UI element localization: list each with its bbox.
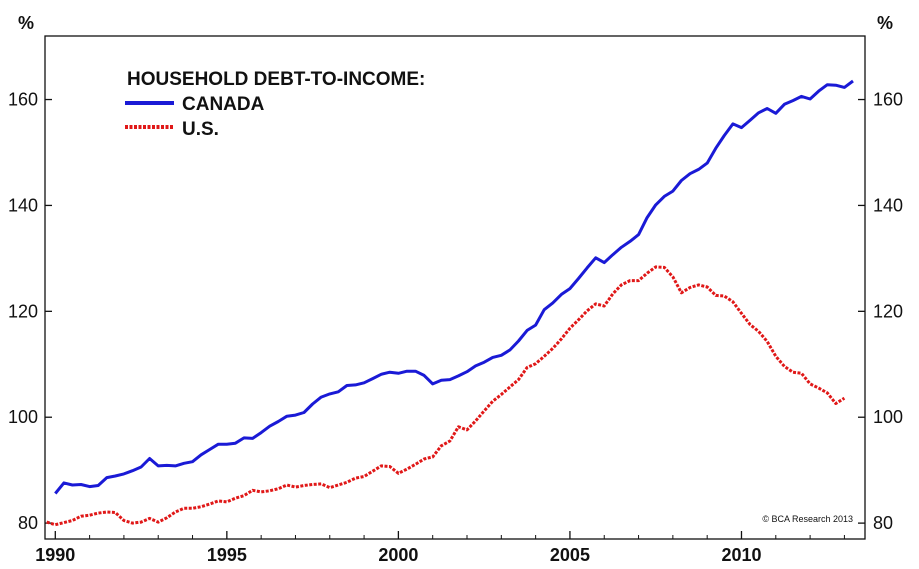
y-tick-label-right: 140: [873, 195, 903, 215]
legend-label-us: U.S.: [182, 119, 219, 140]
y-tick-label-right: 160: [873, 90, 903, 110]
y-tick-label-left: 80: [18, 513, 38, 533]
x-tick-label: 1995: [207, 545, 247, 565]
series-line-canada: [54, 79, 854, 495]
series-line-us: [46, 265, 846, 527]
chart-title: HOUSEHOLD DEBT-TO-INCOME:: [127, 69, 425, 90]
legend-label-canada: CANADA: [182, 94, 265, 115]
x-axis: 1990 1995 2000 2005 2010: [35, 531, 845, 565]
y-unit-left: %: [18, 13, 34, 33]
x-tick-label: 2010: [721, 545, 761, 565]
y-tick-label-left: 100: [8, 407, 38, 427]
y-axis-right: 80 100 120 140 160: [858, 90, 903, 533]
x-tick-label: 2000: [378, 545, 418, 565]
plot-frame: [44, 35, 866, 540]
y-tick-label-right: 120: [873, 301, 903, 321]
y-tick-label-left: 140: [8, 195, 38, 215]
y-unit-right: %: [877, 13, 893, 33]
y-axis-left: 80 100 120 140 160: [8, 90, 52, 533]
series-layer: [46, 79, 854, 527]
x-tick-label: 2005: [550, 545, 590, 565]
y-tick-label-right: 80: [873, 513, 893, 533]
y-tick-label-left: 120: [8, 301, 38, 321]
x-tick-label: 1990: [35, 545, 75, 565]
y-tick-label-left: 160: [8, 90, 38, 110]
legend: HOUSEHOLD DEBT-TO-INCOME: CANADA U.S.: [125, 69, 425, 140]
y-tick-label-right: 100: [873, 407, 903, 427]
credit-text: © BCA Research 2013: [762, 514, 853, 524]
